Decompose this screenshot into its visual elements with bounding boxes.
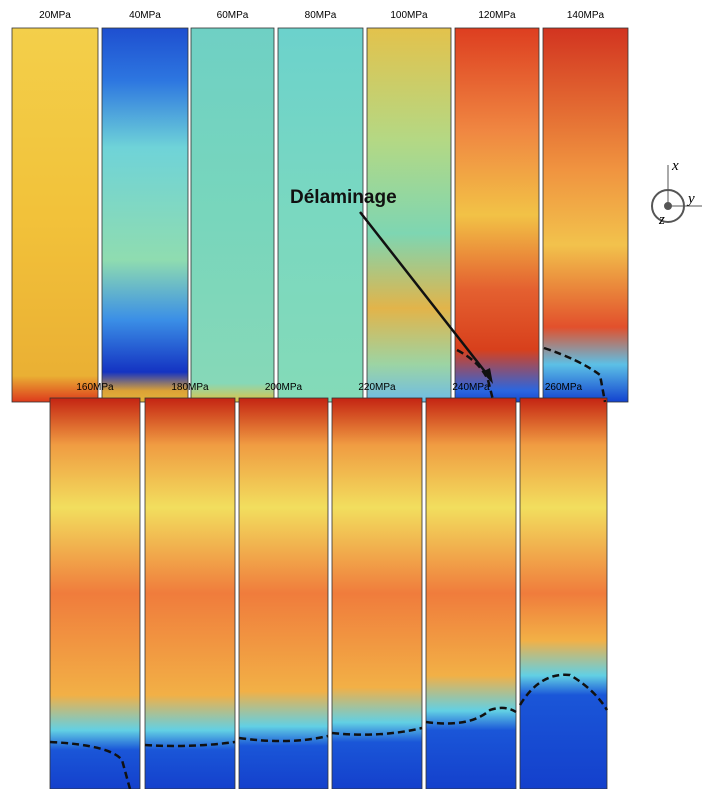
panel-label: 200MPa <box>265 382 303 393</box>
strain-map <box>144 397 236 789</box>
axes-icon <box>651 165 702 223</box>
arrow-head <box>482 368 493 384</box>
panel-label: 260MPa <box>545 382 583 393</box>
axis-x-label: x <box>671 158 679 174</box>
front <box>543 346 607 403</box>
panel-label: 20MPa <box>39 10 71 21</box>
panel-label: 120MPa <box>478 10 516 21</box>
strain-map <box>190 27 275 403</box>
strain-map <box>277 27 364 403</box>
panel-label: 180MPa <box>171 382 209 393</box>
strain-map <box>425 397 517 789</box>
strain-map <box>454 27 540 403</box>
front <box>238 734 329 743</box>
panels: 20MPa 40MPa 60MPa 80MPa 100MPa 120MPa 140MPa 16… <box>11 10 629 789</box>
strain-map <box>11 27 99 403</box>
panel-label: 60MPa <box>217 10 249 21</box>
panel-label: 160MPa <box>76 382 114 393</box>
front <box>49 740 132 789</box>
annotation: Délaminage <box>290 187 397 208</box>
axis-z-label: z <box>658 212 665 228</box>
delamination-fronts <box>49 346 609 789</box>
strain-map <box>331 397 423 789</box>
strain-map <box>49 397 141 789</box>
arrow <box>359 211 491 379</box>
front <box>518 673 609 711</box>
panel-label: 240MPa <box>452 382 490 393</box>
strain-map <box>101 27 189 403</box>
axis-y-label: y <box>686 191 695 207</box>
front <box>144 740 236 748</box>
strain-map <box>519 397 608 789</box>
panel-label: 80MPa <box>305 10 337 21</box>
panel-label: 140MPa <box>567 10 605 21</box>
front <box>456 348 495 401</box>
strain-map <box>542 27 629 403</box>
strain-map <box>238 397 329 789</box>
strain-map <box>366 27 452 403</box>
panel-label: 40MPa <box>129 10 161 21</box>
panel-label: 220MPa <box>358 382 396 393</box>
front <box>425 706 517 725</box>
front <box>331 726 423 736</box>
panel-label: 100MPa <box>390 10 428 21</box>
